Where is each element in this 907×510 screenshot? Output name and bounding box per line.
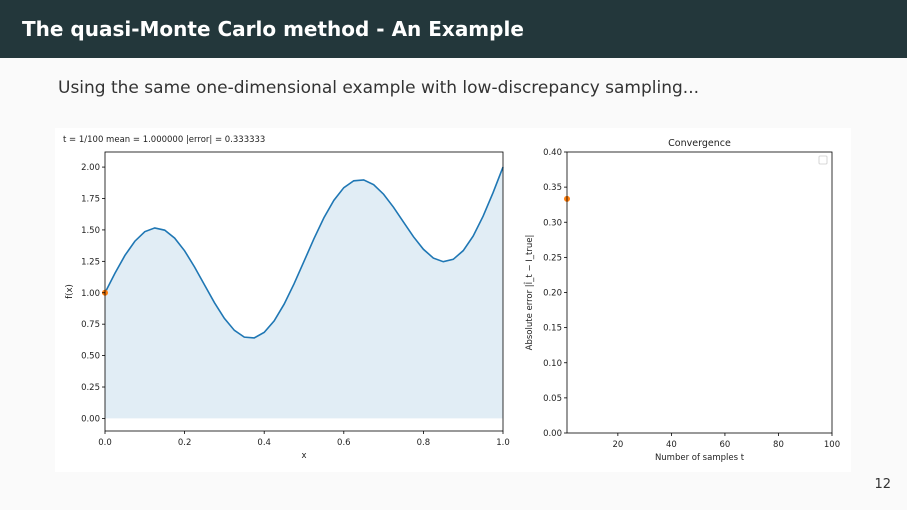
area-fill bbox=[105, 167, 503, 419]
slide-title: The quasi-Monte Carlo method - An Exampl… bbox=[22, 17, 524, 41]
chart-title: Convergence bbox=[668, 138, 731, 149]
y-tick-label: 2.00 bbox=[81, 163, 100, 173]
y-tick-label: 1.00 bbox=[81, 289, 100, 299]
x-tick-label: 1.0 bbox=[496, 438, 510, 448]
x-tick-label: 0.0 bbox=[98, 438, 112, 448]
y-tick-label: 1.75 bbox=[81, 195, 100, 205]
x-tick-label: 100 bbox=[824, 440, 840, 450]
slide-subtitle: Using the same one-dimensional example w… bbox=[58, 78, 700, 98]
function-curve bbox=[104, 166, 504, 339]
slide-header: The quasi-Monte Carlo method - An Exampl… bbox=[0, 0, 907, 58]
y-tick-label: 0.00 bbox=[81, 414, 100, 424]
axes-frame bbox=[566, 151, 833, 434]
x-tick-label: 80 bbox=[773, 440, 784, 450]
y-tick-label: 0.35 bbox=[543, 183, 562, 193]
y-axis-label: f(x) bbox=[65, 284, 75, 299]
y-tick-label: 0.15 bbox=[543, 324, 562, 334]
y-tick-label: 0.20 bbox=[543, 289, 562, 299]
y-tick-label: 1.50 bbox=[81, 226, 100, 236]
y-tick-label: 0.00 bbox=[543, 429, 562, 439]
y-axis-label: Absolute error |Î_t − I_true| bbox=[523, 235, 535, 351]
x-axis-label: x bbox=[301, 451, 306, 461]
x-tick-label: 0.6 bbox=[337, 438, 351, 448]
y-tick-label: 0.50 bbox=[81, 352, 100, 362]
x-tick-label: 60 bbox=[720, 440, 731, 450]
y-tick-label: 0.05 bbox=[543, 394, 562, 404]
y-tick-label: 0.40 bbox=[543, 148, 562, 158]
x-axis-label: Number of samples t bbox=[655, 453, 745, 463]
axes-frame bbox=[104, 151, 504, 432]
y-tick-label: 0.25 bbox=[81, 383, 100, 393]
right-figure-bg bbox=[515, 128, 851, 472]
y-tick-label: 0.25 bbox=[543, 253, 562, 263]
y-tick-label: 0.30 bbox=[543, 218, 562, 228]
page-number: 12 bbox=[874, 477, 891, 492]
x-tick-label: 20 bbox=[612, 440, 623, 450]
x-tick-label: 40 bbox=[666, 440, 677, 450]
y-tick-label: 0.75 bbox=[81, 320, 100, 330]
x-tick-label: 0.8 bbox=[417, 438, 431, 448]
chart-title: t = 1/100 mean = 1.000000 |error| = 0.33… bbox=[63, 135, 265, 145]
x-tick-label: 0.4 bbox=[257, 438, 271, 448]
x-tick-label: 0.2 bbox=[178, 438, 192, 448]
legend-box bbox=[818, 155, 828, 165]
y-tick-label: 0.10 bbox=[543, 359, 562, 369]
y-tick-label: 1.25 bbox=[81, 257, 100, 267]
